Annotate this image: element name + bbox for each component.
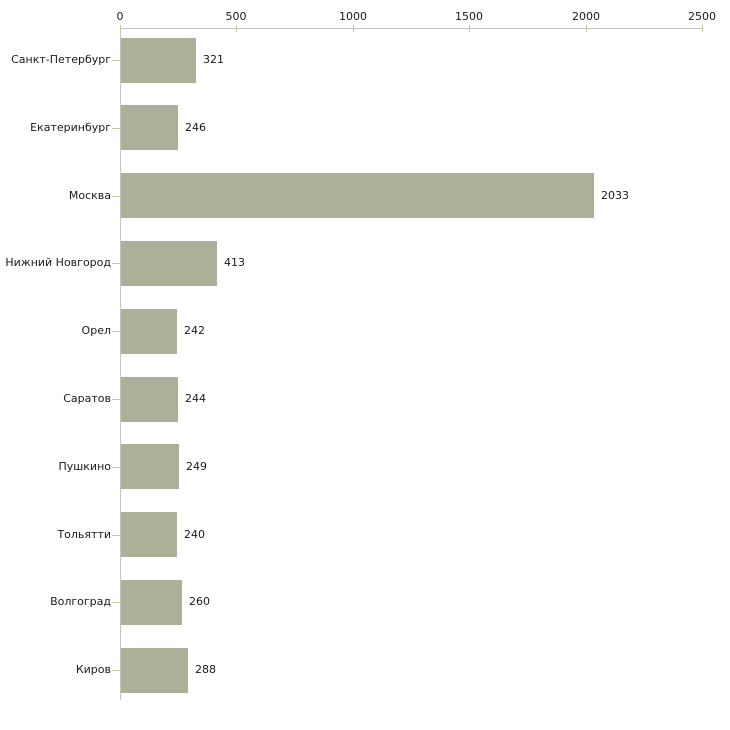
category-tick <box>112 535 120 536</box>
category-tick <box>112 399 120 400</box>
value-label: 321 <box>203 53 224 66</box>
value-label: 242 <box>184 324 205 337</box>
y-axis-line <box>120 28 121 700</box>
category-label: Нижний Новгород <box>5 256 111 269</box>
bar <box>121 648 188 693</box>
category-label: Москва <box>68 189 111 202</box>
value-label: 413 <box>224 256 245 269</box>
category-label: Санкт-Петербург <box>11 53 111 66</box>
x-axis-line <box>120 28 703 29</box>
category-label: Волгоград <box>50 595 111 608</box>
x-tick <box>120 25 121 32</box>
value-label: 246 <box>185 121 206 134</box>
category-tick <box>112 602 120 603</box>
category-tick <box>112 263 120 264</box>
category-tick <box>112 467 120 468</box>
x-tick-label: 1000 <box>339 10 367 23</box>
bar <box>121 309 177 354</box>
x-tick <box>702 25 703 32</box>
category-tick <box>112 670 120 671</box>
category-tick <box>112 128 120 129</box>
category-label: Саратов <box>63 392 111 405</box>
x-tick-label: 0 <box>116 10 124 23</box>
x-tick <box>469 25 470 32</box>
value-label: 249 <box>186 460 207 473</box>
category-label: Екатеринбург <box>30 121 111 134</box>
bar <box>121 377 178 422</box>
bar <box>121 580 182 625</box>
bar <box>121 38 196 83</box>
category-tick <box>112 331 120 332</box>
x-tick-label: 1500 <box>455 10 483 23</box>
x-tick <box>586 25 587 32</box>
bar <box>121 105 178 150</box>
category-tick <box>112 60 120 61</box>
x-tick <box>353 25 354 32</box>
category-label: Орел <box>81 324 111 337</box>
x-tick-label: 500 <box>225 10 247 23</box>
x-tick-label: 2500 <box>688 10 716 23</box>
bar <box>121 512 177 557</box>
category-label: Пушкино <box>58 460 111 473</box>
value-label: 288 <box>195 663 216 676</box>
value-label: 240 <box>184 528 205 541</box>
value-label: 2033 <box>601 189 629 202</box>
category-label: Киров <box>75 663 111 676</box>
category-tick <box>112 196 120 197</box>
x-tick <box>236 25 237 32</box>
x-tick-label: 2000 <box>572 10 600 23</box>
value-label: 244 <box>185 392 206 405</box>
bar <box>121 444 179 489</box>
value-label: 260 <box>189 595 210 608</box>
bar <box>121 241 217 286</box>
bar <box>121 173 594 218</box>
category-label: Тольятти <box>57 528 111 541</box>
